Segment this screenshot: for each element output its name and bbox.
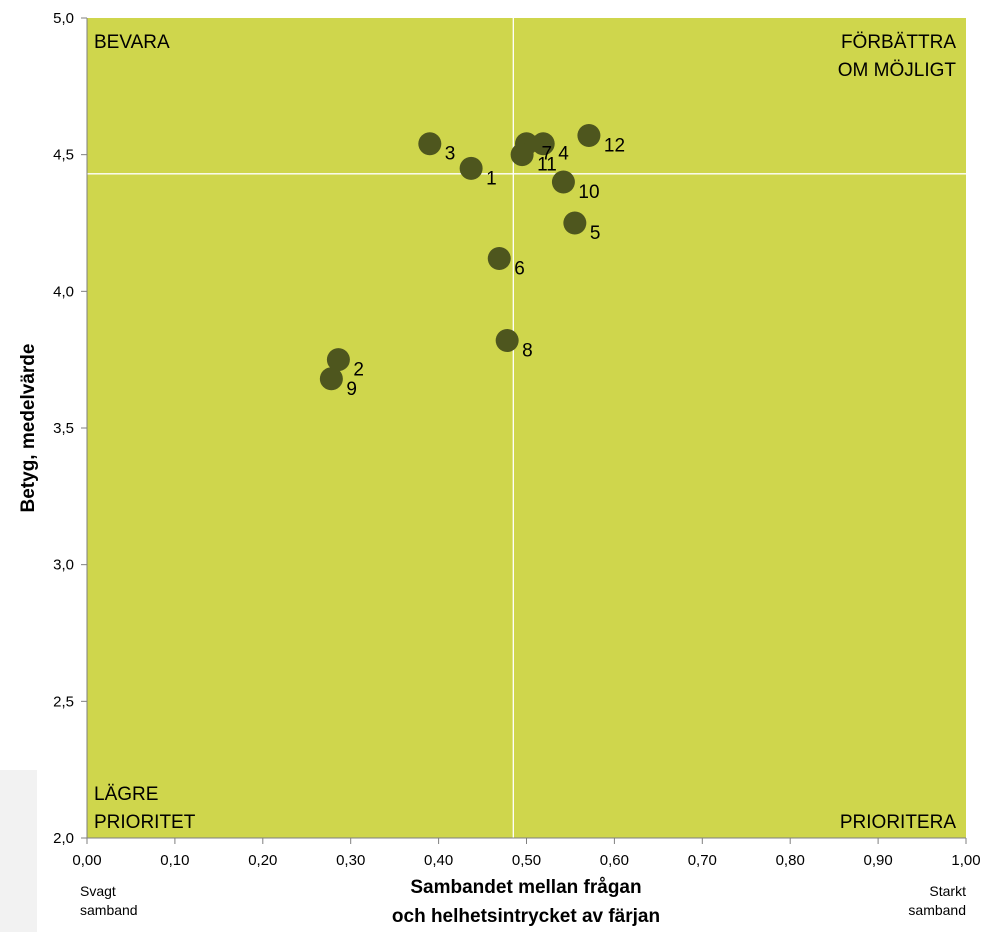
data-point-label-9: 9: [346, 379, 357, 400]
y-axis-title: Betyg, medelvärde: [18, 344, 39, 513]
data-point-label-6: 6: [514, 259, 525, 280]
data-point-label-1: 1: [486, 168, 497, 189]
x-axis-title-line: och helhetsintrycket av färjan: [392, 906, 660, 927]
y-tick-label: 5,0: [53, 10, 74, 27]
x-tick-label: 0,80: [776, 852, 805, 869]
data-point-label-5: 5: [590, 223, 601, 244]
data-point-label-10: 10: [578, 182, 599, 203]
quadrant-label-top-left: BEVARA: [94, 32, 170, 53]
data-point-10: [551, 170, 575, 194]
x-axis-note-left: Svagt: [80, 883, 116, 899]
x-tick-label: 0,70: [688, 852, 717, 869]
x-axis-note-left: samband: [80, 902, 138, 918]
data-point-3: [418, 132, 442, 156]
x-axis-note-right: samband: [908, 902, 966, 918]
data-point-label-12: 12: [604, 136, 625, 157]
x-axis-title-line: Sambandet mellan frågan: [410, 877, 641, 898]
data-point-5: [563, 211, 587, 235]
data-point-8: [495, 329, 519, 353]
data-point-label-3: 3: [445, 144, 456, 165]
x-tick-label: 0,20: [248, 852, 277, 869]
data-point-4: [531, 132, 555, 156]
x-tick-label: 0,90: [863, 852, 892, 869]
y-tick-label: 3,5: [53, 420, 74, 437]
data-point-11: [510, 143, 534, 167]
quadrant-label-bottom-right: PRIORITERA: [840, 812, 956, 833]
quadrant-label-top-right: FÖRBÄTTRA: [841, 32, 956, 53]
y-tick-label: 4,0: [53, 283, 74, 300]
data-point-2: [326, 348, 350, 372]
data-point-1: [459, 156, 483, 180]
data-point-label-8: 8: [522, 341, 533, 362]
x-tick-label: 0,00: [72, 852, 101, 869]
data-point-9: [319, 367, 343, 391]
y-tick-label: 4,5: [53, 147, 74, 164]
x-tick-label: 0,30: [336, 852, 365, 869]
y-tick-label: 2,5: [53, 693, 74, 710]
data-point-12: [577, 124, 601, 148]
y-tick-label: 3,0: [53, 557, 74, 574]
data-point-label-7: 7: [542, 144, 553, 165]
y-tick-label: 2,0: [53, 830, 74, 847]
quadrant-label-bottom-left: PRIORITET: [94, 812, 196, 833]
quadrant-label-bottom-left: LÄGRE: [94, 784, 158, 805]
x-tick-label: 0,50: [512, 852, 541, 869]
data-point-label-4: 4: [558, 144, 569, 165]
data-point-label-11: 11: [537, 155, 557, 176]
data-point-6: [487, 247, 511, 271]
quadrant-label-top-right: OM MÖJLIGT: [838, 60, 957, 81]
x-tick-label: 0,10: [160, 852, 189, 869]
data-point-label-2: 2: [353, 360, 364, 381]
side-panel: [0, 770, 37, 932]
x-tick-label: 0,40: [424, 852, 453, 869]
x-tick-label: 1,00: [951, 852, 980, 869]
x-tick-label: 0,60: [600, 852, 629, 869]
x-axis-note-right: Starkt: [929, 883, 966, 899]
